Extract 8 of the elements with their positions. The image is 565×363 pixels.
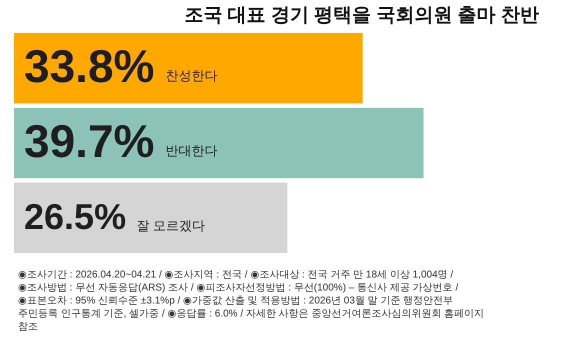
data-label: 26.5%	[24, 196, 126, 237]
y-tick-label: 찬성한다	[165, 68, 218, 84]
y-tick-label: 반대한다	[165, 143, 218, 158]
y-tick-label: 잘 모르겠다	[136, 218, 206, 233]
chart-title: 조국 대표 경기 평택을 국회의원 출마 찬반	[184, 5, 539, 26]
text: ◉조사기간 : 2026.04.20~04.21 / ◉조사지역 : 전국 / ◉조사대상 : 전국 거주 만 18세 이상 1,004명 / ◉조사방법 : 무선 자동응답(ARS) 조사 / ◉피조사자선정방법 : 무선(100%) – 통신사 제공 가상번호 / ◉표본오차 : 95% 신뢰수준 ±3.1%p / ◉가중값 산출 및 적용방법 : 2026년 03월 말 기준 행정안전부 주민등록 인구통계 기준, 셀가중 / ◉응답률 : 6.0% / 자세한 사항은 중앙선거여론조사심의위원회 홈페이지 참조	[18, 270, 484, 332]
data-label: 39.7%	[24, 115, 154, 167]
data-label: 33.8%	[24, 40, 154, 92]
